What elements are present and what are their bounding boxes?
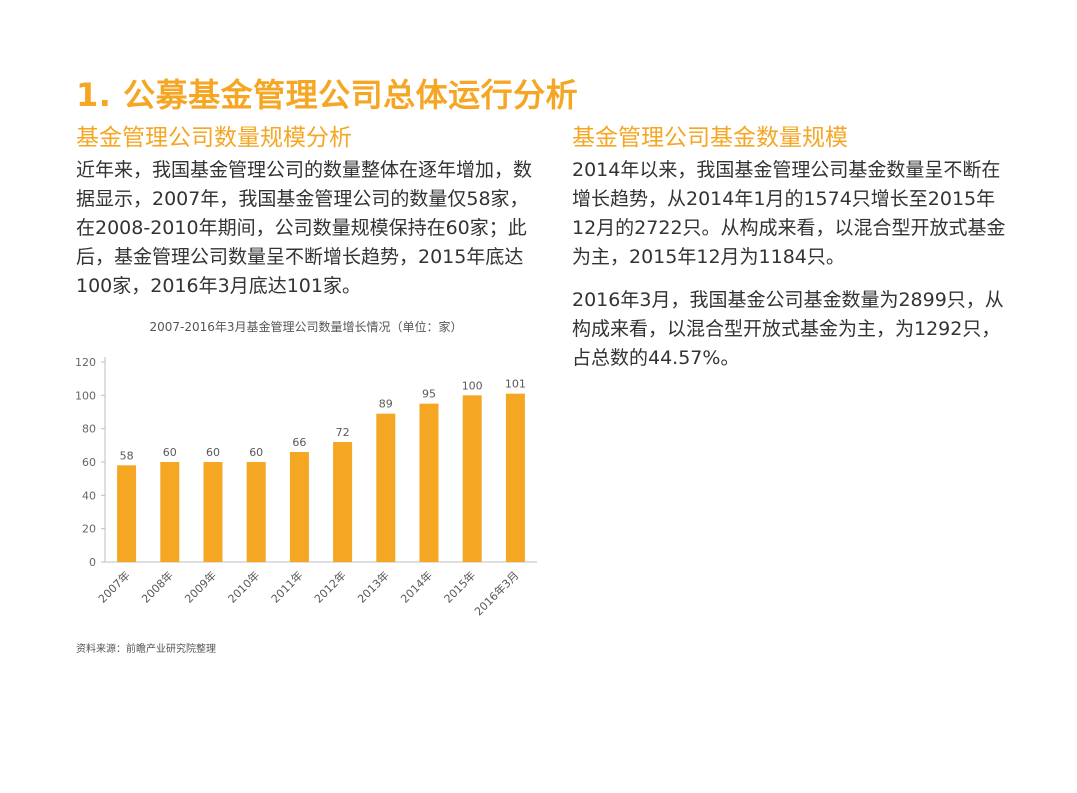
data-label: 60: [249, 446, 263, 459]
x-tick-label: 2008年: [138, 568, 175, 605]
paragraph-fund-count-1: 2014年以来，我国基金管理公司基金数量呈不断在增长趋势，从2014年1月的15…: [572, 159, 1006, 268]
data-label: 66: [292, 436, 306, 449]
bar: [160, 462, 180, 562]
paragraph-company-count: 近年来，我国基金管理公司的数量整体在逐年增加，数据显示，2007年，我国基金管理…: [76, 159, 533, 297]
page-title: 1. 公募基金管理公司总体运行分析: [76, 76, 579, 114]
data-label: 101: [505, 378, 526, 391]
bar: [462, 395, 482, 562]
y-tick-label: 80: [82, 423, 96, 436]
section-title-fund-count: 基金管理公司基金数量规模: [572, 125, 848, 151]
x-tick-label: 2014年: [398, 568, 435, 605]
y-tick-label: 40: [82, 489, 96, 502]
bar: [419, 403, 439, 562]
x-tick-label: 2007年: [95, 568, 132, 605]
x-tick-label: 2016年3月: [471, 568, 521, 618]
data-label: 72: [336, 426, 350, 439]
x-tick-label: 2012年: [311, 568, 348, 605]
y-tick-label: 120: [75, 356, 96, 369]
y-tick-label: 0: [89, 556, 96, 569]
bar: [246, 462, 266, 562]
data-label: 95: [422, 388, 436, 401]
y-tick-label: 60: [82, 456, 96, 469]
y-tick-label: 20: [82, 523, 96, 536]
data-label: 89: [379, 398, 393, 411]
source-note: 资料来源：前瞻产业研究院整理: [76, 644, 216, 655]
paragraph-fund-count-2: 2016年3月，我国基金公司基金数量为2899只，从构成来看，以混合型开放式基金…: [572, 289, 1004, 369]
data-label: 100: [462, 379, 483, 392]
section-title-company-count: 基金管理公司数量规模分析: [76, 125, 352, 151]
bar: [203, 462, 223, 562]
bar-chart: 0 20 40 60 80 100 120 58 2007年 60 2008年 60 2009年 60 20…: [75, 356, 537, 618]
bar: [376, 413, 396, 562]
x-tick-label: 2011年: [268, 568, 305, 605]
bar: [117, 465, 137, 562]
bar: [505, 393, 525, 562]
y-tick-label: 100: [75, 389, 96, 402]
chart-title: 2007-2016年3月基金管理公司数量增长情况（单位：家）: [149, 320, 463, 334]
data-label: 60: [163, 446, 177, 459]
x-tick-label: 2015年: [441, 568, 478, 605]
bar: [333, 442, 353, 562]
data-label: 60: [206, 446, 220, 459]
data-label: 58: [120, 449, 134, 462]
x-tick-label: 2010年: [225, 568, 262, 605]
bar: [289, 452, 309, 562]
x-tick-label: 2013年: [354, 568, 391, 605]
x-tick-label: 2009年: [182, 568, 219, 605]
